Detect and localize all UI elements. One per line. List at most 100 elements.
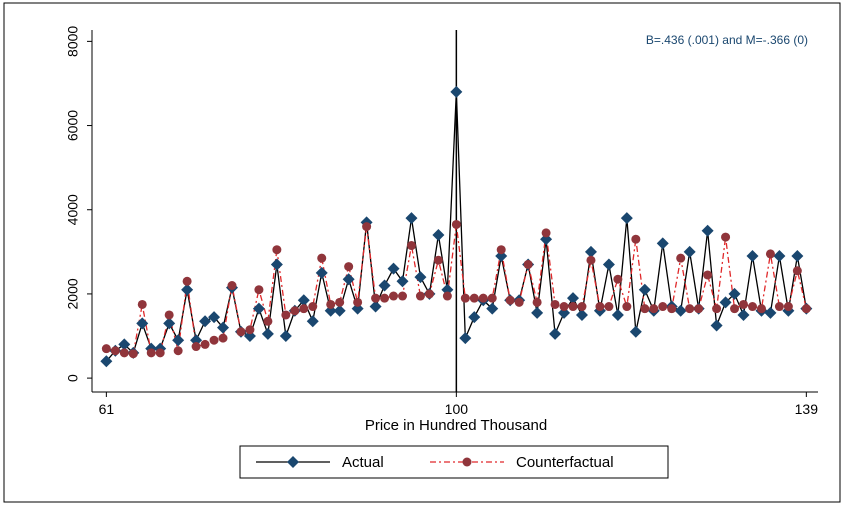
marker	[218, 333, 228, 343]
marker	[611, 308, 624, 321]
marker	[703, 270, 713, 280]
marker	[182, 276, 192, 286]
marker	[164, 310, 174, 320]
marker	[450, 85, 463, 98]
marker	[730, 304, 740, 314]
marker	[146, 348, 156, 358]
marker	[199, 315, 212, 328]
marker	[217, 321, 230, 334]
marker	[279, 330, 292, 343]
marker	[252, 302, 265, 315]
marker	[326, 299, 336, 309]
marker	[200, 339, 210, 349]
marker	[640, 304, 650, 314]
y-tick-label: 6000	[65, 110, 81, 141]
marker	[486, 302, 499, 315]
marker	[208, 311, 221, 324]
marker	[353, 297, 363, 307]
marker	[424, 289, 434, 299]
marker	[604, 302, 614, 312]
marker	[586, 255, 596, 265]
marker	[602, 258, 615, 271]
marker	[658, 302, 668, 312]
marker	[290, 306, 300, 316]
marker	[710, 319, 723, 332]
marker	[728, 287, 741, 300]
marker	[451, 219, 461, 229]
marker	[774, 302, 784, 312]
marker	[792, 266, 802, 276]
marker	[667, 304, 677, 314]
marker	[254, 285, 264, 295]
marker	[487, 293, 497, 303]
marker	[505, 295, 515, 305]
marker	[308, 302, 318, 312]
marker	[549, 327, 562, 340]
marker	[514, 297, 524, 307]
marker	[227, 281, 237, 291]
marker	[719, 296, 732, 309]
marker	[118, 338, 131, 351]
marker	[694, 304, 704, 314]
marker	[638, 283, 651, 296]
annotation: B=.436 (.001) and M=-.366 (0)	[646, 33, 808, 47]
marker	[765, 249, 775, 259]
marker	[297, 294, 310, 307]
x-tick-label: 100	[445, 401, 469, 417]
marker	[333, 304, 346, 317]
marker	[378, 279, 391, 292]
marker	[415, 291, 425, 301]
marker	[629, 325, 642, 338]
marker	[568, 302, 578, 312]
marker	[496, 245, 506, 255]
marker	[712, 304, 722, 314]
marker	[110, 346, 120, 356]
marker	[342, 273, 355, 286]
marker	[685, 304, 695, 314]
marker	[344, 262, 354, 272]
marker	[371, 293, 381, 303]
marker	[245, 325, 255, 335]
marker	[263, 316, 273, 326]
marker	[172, 334, 185, 347]
marker	[622, 302, 632, 312]
marker	[317, 253, 327, 263]
marker	[649, 304, 659, 314]
marker	[801, 304, 811, 314]
marker	[701, 224, 714, 237]
marker	[137, 299, 147, 309]
legend-label: Counterfactual	[516, 454, 614, 471]
marker	[406, 241, 416, 251]
marker	[613, 274, 623, 284]
marker	[532, 297, 542, 307]
marker	[595, 302, 605, 312]
marker	[674, 304, 687, 317]
y-tick-label: 0	[65, 374, 81, 382]
marker	[136, 317, 149, 330]
marker	[523, 259, 533, 269]
marker	[656, 237, 669, 250]
marker	[756, 304, 766, 314]
marker	[191, 342, 201, 352]
x-tick-label: 139	[795, 401, 819, 417]
frame	[3, 2, 841, 503]
marker	[414, 271, 427, 284]
marker	[460, 293, 470, 303]
marker	[306, 315, 319, 328]
marker	[620, 212, 633, 225]
marker	[683, 245, 696, 258]
marker	[791, 250, 804, 263]
y-tick-label: 4000	[65, 194, 81, 225]
marker	[468, 311, 481, 324]
marker	[739, 299, 749, 309]
marker	[631, 234, 641, 244]
marker	[550, 299, 560, 309]
marker	[773, 250, 786, 263]
marker	[281, 310, 291, 320]
marker	[747, 302, 757, 312]
marker	[101, 344, 111, 354]
marker	[442, 291, 452, 301]
marker	[737, 308, 750, 321]
marker	[209, 335, 219, 345]
